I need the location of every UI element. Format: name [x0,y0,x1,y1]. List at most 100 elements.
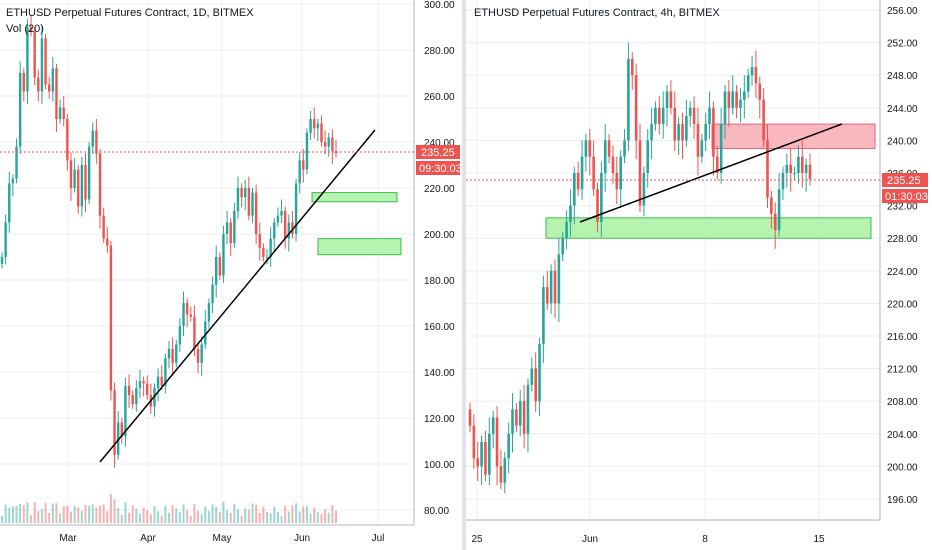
y-tick-label-4h: 216.00 [887,332,918,343]
candle-body-1d [320,123,323,142]
candle-body-1d [316,123,320,129]
volume-bar-1d [233,504,236,523]
candle-body-4h [468,409,472,426]
x-tick-label-1d: Mar [59,533,77,544]
time-axis-1d[interactable]: Mar Apr May Jun Jul [59,533,384,544]
grid-1d [0,0,414,525]
candle-body-4h [731,91,735,108]
candle-body-1d [87,146,91,200]
candle-body-4h [580,156,584,190]
candle-body-1d [113,390,116,455]
trend-line-1d[interactable] [99,129,376,463]
candle-body-4h [565,221,568,239]
candle-body-4h [515,409,518,426]
candle-body-4h [696,124,700,157]
time-axis-4h[interactable]: 25 Jun 8 15 [471,534,825,545]
candle-body-4h [561,238,565,255]
candle-body-1d [280,211,283,216]
trend-line-segment-4h[interactable] [579,123,843,223]
candle-body-1d [142,381,145,384]
candles-4h [468,42,812,494]
volume-bars-1d [1,493,337,523]
chart-4h-title[interactable]: ETHUSD Perpetual Futures Contract, 4h, B… [474,7,720,19]
candle-body-4h [708,107,711,125]
volume-bar-1d [305,506,308,523]
candle-body-1d [95,130,98,154]
candle-body-1d [135,388,138,405]
candle-body-4h [600,173,603,222]
candle-body-4h [545,287,549,304]
candle-body-4h [495,417,499,467]
y-tick-label-4h: 200.00 [887,462,918,473]
y-tick-label-4h: 248.00 [887,71,918,82]
candle-body-1d [294,183,298,234]
volume-bar-1d [51,503,54,523]
support-zone-1d[interactable] [317,238,402,256]
volume-bar-1d [226,510,229,523]
y-tick-label-1d: 80.00 [424,506,449,517]
volume-bar-1d [193,504,196,523]
candle-body-1d [55,68,58,119]
candle-body-4h [557,254,561,304]
support-zones-1d [311,192,402,256]
candle-body-4h [715,156,719,173]
x-tick-label-1d: Jun [294,533,310,544]
candle-body-1d [26,27,29,92]
candle-body-1d [178,326,182,345]
candle-body-4h [480,441,483,467]
chart-4h[interactable]: 256.00252.00248.00244.00240.00236.00232.… [466,0,928,545]
candle-body-4h [576,173,580,190]
volume-indicator-label[interactable]: Vol (20) [6,23,44,35]
candle-body-4h [526,384,530,434]
candle-body-1d [229,222,232,244]
candle-body-1d [200,344,203,363]
candle-body-1d [182,303,185,326]
candle-body-1d [287,222,291,239]
candle-body-4h [785,164,789,173]
volume-bar-1d [26,502,29,523]
volume-bar-1d [244,508,247,523]
zones-4h [545,123,876,239]
trend-line-4h[interactable] [579,123,843,223]
support-zone-1d[interactable] [311,192,398,203]
candle-body-4h [800,156,804,173]
candle-body-1d [323,142,327,147]
candle-body-1d [240,188,243,198]
volume-bar-1d [131,505,134,523]
panel-separator[interactable] [462,0,466,550]
candle-body-1d [44,38,47,85]
candle-body-4h [499,466,503,483]
chart-1d[interactable]: 300.00 280.00 260.00 240.00 220.00 200.00 180.… [0,0,462,544]
candle-body-4h [797,156,800,173]
candle-body-4h [534,368,537,402]
price-axis-4h[interactable]: 256.00252.00248.00244.00240.00236.00232.… [887,6,918,506]
support-zone-4h[interactable] [545,217,872,239]
volume-bar-1d [335,510,337,523]
volume-bar-1d [113,499,116,523]
y-tick-label-4h: 224.00 [887,267,918,278]
candle-body-4h [592,156,595,190]
candle-body-4h [685,115,688,141]
volume-bar-1d [247,509,250,523]
volume-bar-1d [273,506,276,523]
candle-body-4h [808,164,812,180]
candle-body-4h [762,99,765,141]
candle-body-4h [650,124,653,141]
volume-bar-1d [266,512,269,523]
candle-body-4h [773,213,777,231]
volume-bar-1d [124,502,127,523]
volume-bar-1d [302,506,305,523]
volume-bar-1d [44,503,47,523]
x-tick-label-4h: Jun [582,534,598,545]
candle-body-1d [204,321,207,345]
candle-body-1d [247,188,251,216]
candle-body-1d [305,132,309,170]
volume-bar-1d [40,508,43,523]
chart-1d-title[interactable]: ETHUSD Perpetual Futures Contract, 1D, B… [6,7,254,19]
trend-line-segment-1d[interactable] [99,129,376,463]
resistance-zone-4h[interactable] [711,123,876,150]
candle-body-1d [283,211,287,239]
candle-body-4h [681,124,684,141]
candle-body-1d [11,178,15,184]
price-axis-1d[interactable]: 300.00 280.00 260.00 240.00 220.00 200.00 180.… [424,0,455,517]
